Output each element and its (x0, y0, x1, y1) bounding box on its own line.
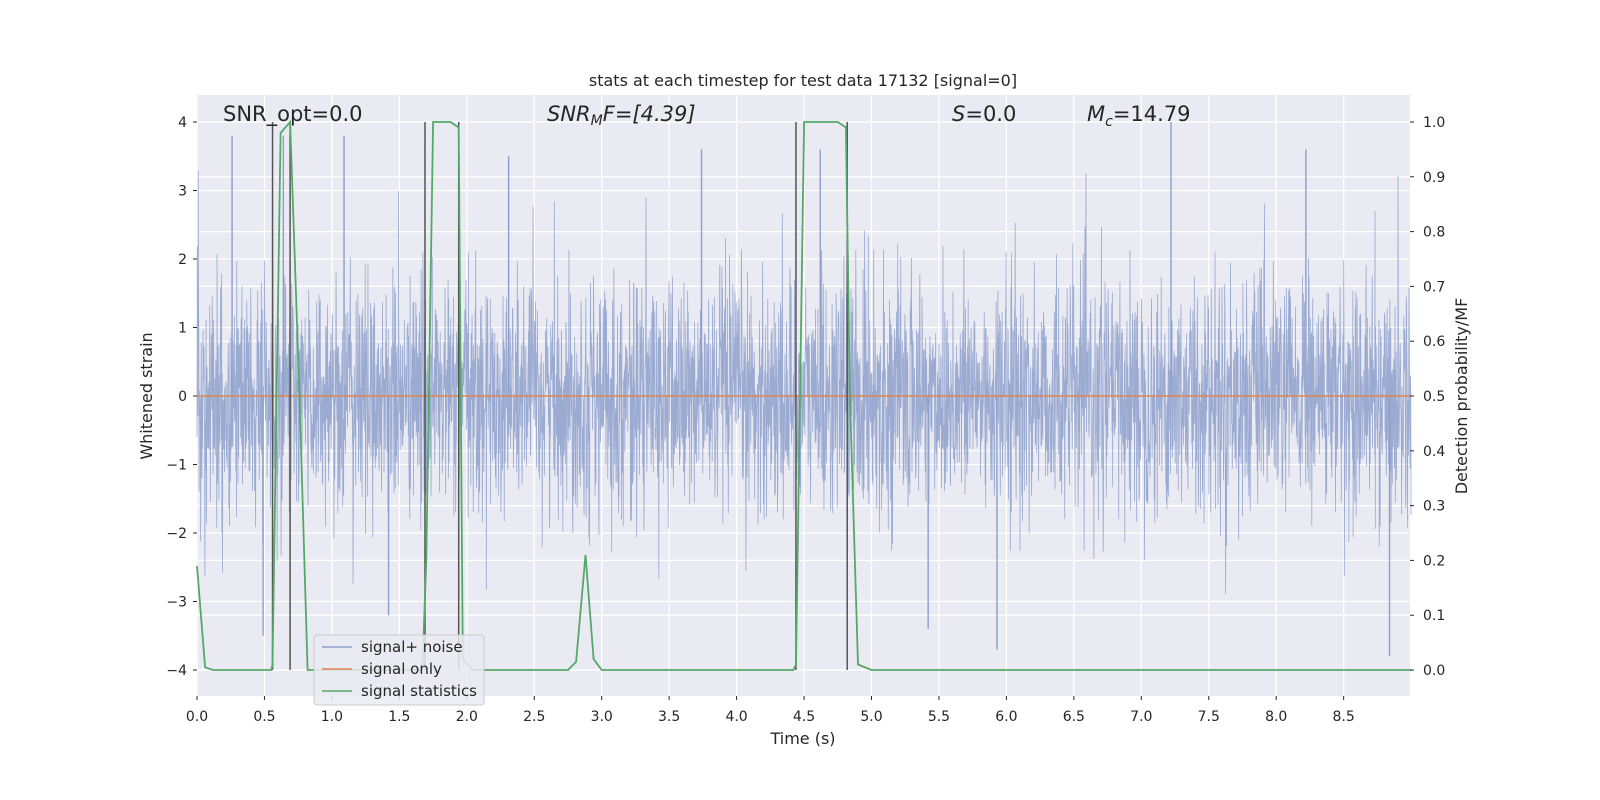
y-axis-title-right: Detection probability/MF (1452, 298, 1471, 495)
x-tick-label: 7.0 (1130, 709, 1152, 725)
x-tick-label: 1.0 (321, 709, 343, 725)
annotations: SNR_opt=0.0 SNRMF=[4.39] S=0.0 Mc=14.79 (223, 102, 1191, 130)
x-tick-label: 1.5 (388, 709, 410, 725)
y-tick-label-right: 0.7 (1423, 279, 1445, 295)
y-tick-label-left: −1 (166, 458, 187, 474)
legend-label-signal-plus-noise: signal+ noise (361, 638, 463, 656)
y-tick-label-right: 0.5 (1423, 389, 1445, 405)
y-tick-label-left: 1 (178, 321, 187, 337)
y-tick-label-left: −2 (166, 526, 187, 542)
y-tick-label-left: 2 (178, 252, 187, 268)
series-signal-plus-noise (196, 122, 1412, 657)
y-tick-label-right: 0.8 (1423, 225, 1445, 241)
y-tick-labels-right: 1.0 0.9 0.8 0.7 0.6 0.5 0.4 0.3 0.2 0.1 0.0 (1410, 115, 1445, 679)
x-axis-title: Time (s) (769, 729, 835, 748)
y-tick-labels-left: 4 3 2 1 0 −1 −2 −3 −4 (166, 115, 197, 679)
x-tick-label: 3.0 (591, 709, 613, 725)
annotation-s: S=0.0 (952, 102, 1016, 126)
x-tick-label: 0.5 (253, 709, 275, 725)
x-tick-label: 8.5 (1333, 709, 1355, 725)
y-tick-label-right: 0.0 (1423, 663, 1445, 679)
legend-label-signal-statistics: signal statistics (361, 682, 477, 700)
x-tick-label: 5.0 (860, 709, 882, 725)
legend: signal+ noise signal only signal statist… (313, 634, 485, 706)
annotation-snr-opt: SNR_opt=0.0 (223, 102, 363, 127)
y-tick-label-left: −4 (166, 663, 187, 679)
chart-title: stats at each timestep for test data 171… (589, 71, 1017, 90)
y-tick-label-right: 0.9 (1423, 170, 1445, 186)
annotation-mc: Mc=14.79 (1087, 102, 1191, 130)
y-tick-label-right: 0.4 (1423, 444, 1445, 460)
y-tick-label-left: 4 (178, 115, 187, 131)
y-tick-label-right: 0.1 (1423, 608, 1445, 624)
legend-box (313, 634, 485, 706)
x-tick-label: 8.0 (1265, 709, 1287, 725)
x-tick-label: 3.5 (658, 709, 680, 725)
x-tick-label: 2.5 (523, 709, 545, 725)
x-tick-label: 5.5 (928, 709, 950, 725)
y-tick-label-right: 0.3 (1423, 499, 1445, 515)
x-tick-label: 2.0 (456, 709, 478, 725)
x-tick-label: 6.5 (1063, 709, 1085, 725)
legend-label-signal-only: signal only (361, 660, 442, 678)
y-tick-label-left: 3 (178, 184, 187, 200)
x-tick-label: 0.0 (186, 709, 208, 725)
x-tick-labels: 0.0 0.5 1.0 1.5 2.0 2.5 3.0 3.5 4.0 4.5 5.0 5.5 6.0 6… (186, 696, 1355, 725)
x-tick-label: 7.5 (1198, 709, 1220, 725)
y-tick-label-left: 0 (178, 389, 187, 405)
x-tick-label: 4.5 (793, 709, 815, 725)
x-tick-label: 6.0 (995, 709, 1017, 725)
y-tick-label-left: −3 (166, 595, 187, 611)
annotation-snr-mf: SNRMF=[4.39] (547, 102, 696, 129)
x-tick-label: 4.0 (725, 709, 747, 725)
y-tick-label-right: 0.6 (1423, 334, 1445, 350)
y-axis-title-left: Whitened strain (137, 332, 156, 459)
y-tick-label-right: 0.2 (1423, 553, 1445, 569)
noise-trace (196, 169, 1412, 594)
y-tick-label-right: 1.0 (1423, 115, 1445, 131)
